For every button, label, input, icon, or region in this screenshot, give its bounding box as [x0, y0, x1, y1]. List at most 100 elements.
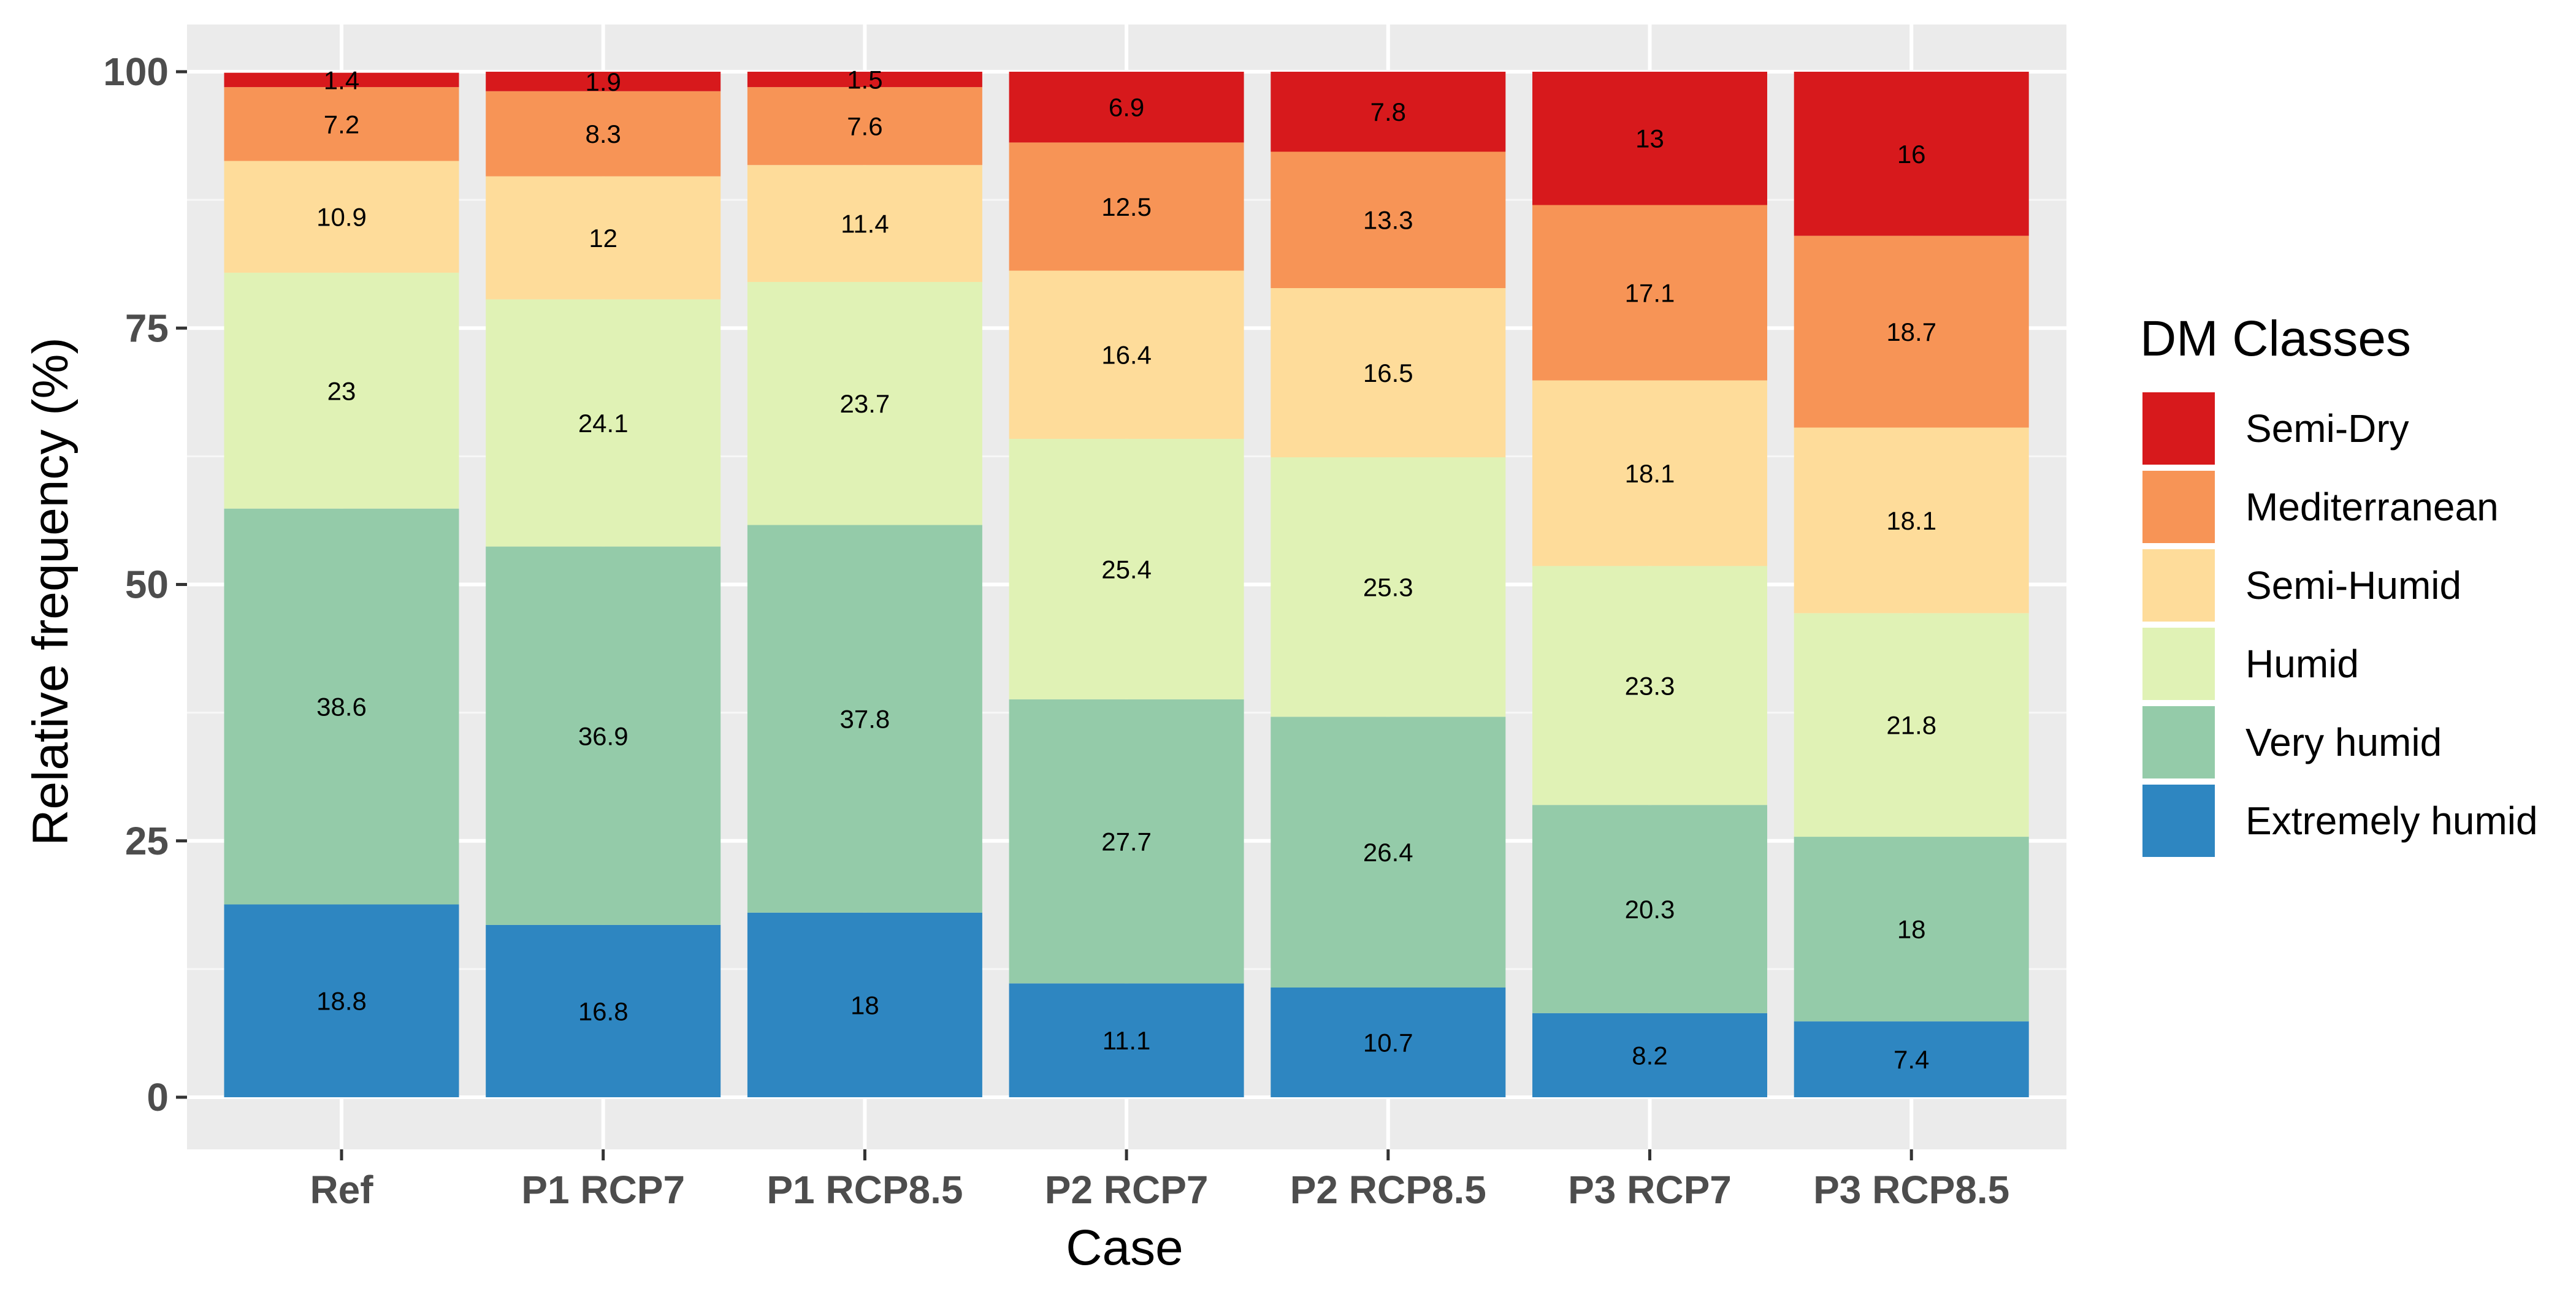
y-tick-label: 25 [125, 819, 169, 863]
legend-label: Extremely humid [2245, 799, 2538, 843]
bar-segment [1009, 699, 1244, 984]
bar-segment [1532, 1013, 1767, 1097]
bar-segment [1009, 72, 1244, 143]
bar-segment [1009, 983, 1244, 1097]
bar-segment [1271, 457, 1506, 717]
data-label: 25.4 [1101, 555, 1152, 584]
data-label: 1.5 [847, 66, 882, 94]
data-label: 16.5 [1363, 359, 1413, 387]
data-label: 18.1 [1886, 506, 1936, 535]
data-label: 23.3 [1625, 671, 1675, 700]
data-label: 1.4 [324, 66, 359, 94]
data-label: 7.4 [1894, 1045, 1929, 1074]
legend-key [2142, 392, 2215, 465]
data-label: 6.9 [1109, 93, 1144, 122]
legend-label: Semi-Humid [2245, 563, 2461, 607]
legend-label: Humid [2245, 642, 2359, 686]
bar-segment [1009, 438, 1244, 699]
data-label: 18.8 [316, 987, 367, 1016]
data-label: 38.6 [316, 693, 367, 721]
data-label: 16.4 [1101, 341, 1152, 370]
bar-segment [1009, 142, 1244, 271]
legend-key [2142, 628, 2215, 700]
data-label: 18 [1897, 915, 1926, 944]
y-tick-label: 50 [125, 563, 169, 607]
axes: 0 25 50 75 100 Ref P1 RCP7 P1 RCP8.5 P2 RCP7 P2 R… [103, 50, 2009, 1212]
data-label: 18 [850, 991, 879, 1019]
data-label: 36.9 [578, 721, 629, 750]
bar-segment [486, 924, 721, 1097]
data-label: 13.3 [1363, 206, 1413, 235]
y-tick-label: 100 [103, 50, 169, 94]
legend-key [2142, 785, 2215, 857]
legend-key [2142, 549, 2215, 622]
data-label: 24.1 [578, 409, 629, 438]
bar-segment [747, 912, 982, 1097]
bar-segment [747, 525, 982, 913]
bar-segment [486, 91, 721, 177]
bar-segment [1271, 288, 1506, 458]
data-label: 1.9 [586, 67, 621, 96]
x-tick-label: P1 RCP8.5 [766, 1168, 963, 1212]
bar-segment [224, 72, 459, 88]
bar-segment [486, 299, 721, 547]
bar-segment [747, 72, 982, 88]
data-label: 12 [589, 224, 617, 253]
bar-segment [1794, 613, 2029, 837]
data-label: 16 [1897, 140, 1926, 169]
bar-segment [747, 165, 982, 282]
bar-segment [1532, 72, 1767, 205]
legend-label: Mediterranean [2245, 485, 2499, 529]
legend-label: Semi-Dry [2245, 406, 2409, 451]
data-label: 7.6 [847, 112, 882, 141]
legend-key [2142, 471, 2215, 543]
data-label: 8.3 [586, 120, 621, 148]
bar-segment [224, 87, 459, 161]
bar-segment [1532, 205, 1767, 381]
x-tick-label: P3 RCP7 [1568, 1168, 1732, 1212]
data-label: 13 [1635, 124, 1664, 153]
data-label: 27.7 [1101, 828, 1152, 856]
data-label: 20.3 [1625, 895, 1675, 924]
data-labels: 18.8 38.6 23 10.9 7.2 1.4 16.8 36.9 24.1 12 8.3 1.9… [316, 66, 1936, 1075]
x-tick-label: P3 RCP8.5 [1813, 1168, 2009, 1212]
bar-segment [1271, 717, 1506, 988]
legend-label: Very humid [2245, 720, 2442, 764]
x-tick-label: P1 RCP7 [521, 1168, 685, 1212]
data-label: 10.9 [316, 203, 367, 232]
data-label: 10.7 [1363, 1028, 1413, 1057]
bar-segment [1271, 72, 1506, 152]
data-label: 17.1 [1625, 279, 1675, 308]
x-tick-label: P2 RCP8.5 [1290, 1168, 1486, 1212]
bar-segment [1794, 427, 2029, 614]
data-label: 11.4 [841, 210, 889, 238]
data-label: 18.7 [1886, 318, 1936, 346]
data-label: 37.8 [840, 705, 890, 734]
bar-segment [1532, 566, 1767, 805]
bar-segment [747, 281, 982, 525]
bar-segment [224, 272, 459, 509]
y-axis-title: Relative frequency (%) [23, 337, 78, 845]
bar-segment [224, 161, 459, 273]
bar-segment [224, 904, 459, 1097]
y-tick-label: 0 [147, 1075, 169, 1119]
data-label: 23 [327, 376, 356, 405]
bar-segment [486, 546, 721, 925]
bar-segment [1532, 380, 1767, 566]
data-label: 7.8 [1370, 97, 1406, 126]
x-tick-label: Ref [310, 1168, 373, 1212]
bar-segment [224, 508, 459, 905]
data-label: 11.1 [1103, 1026, 1151, 1055]
data-label: 8.2 [1632, 1041, 1667, 1070]
bar-segment [486, 176, 721, 300]
legend-title: DM Classes [2140, 311, 2411, 367]
bar-segment [1532, 805, 1767, 1013]
data-label: 18.1 [1625, 459, 1675, 488]
data-label: 23.7 [840, 389, 890, 418]
legend: DM Classes Semi-Dry Mediterranean Semi-Hum… [2140, 311, 2538, 857]
x-axis-title: Case [1066, 1220, 1183, 1276]
bar-segment [486, 72, 721, 91]
bar-segment [1794, 72, 2029, 236]
